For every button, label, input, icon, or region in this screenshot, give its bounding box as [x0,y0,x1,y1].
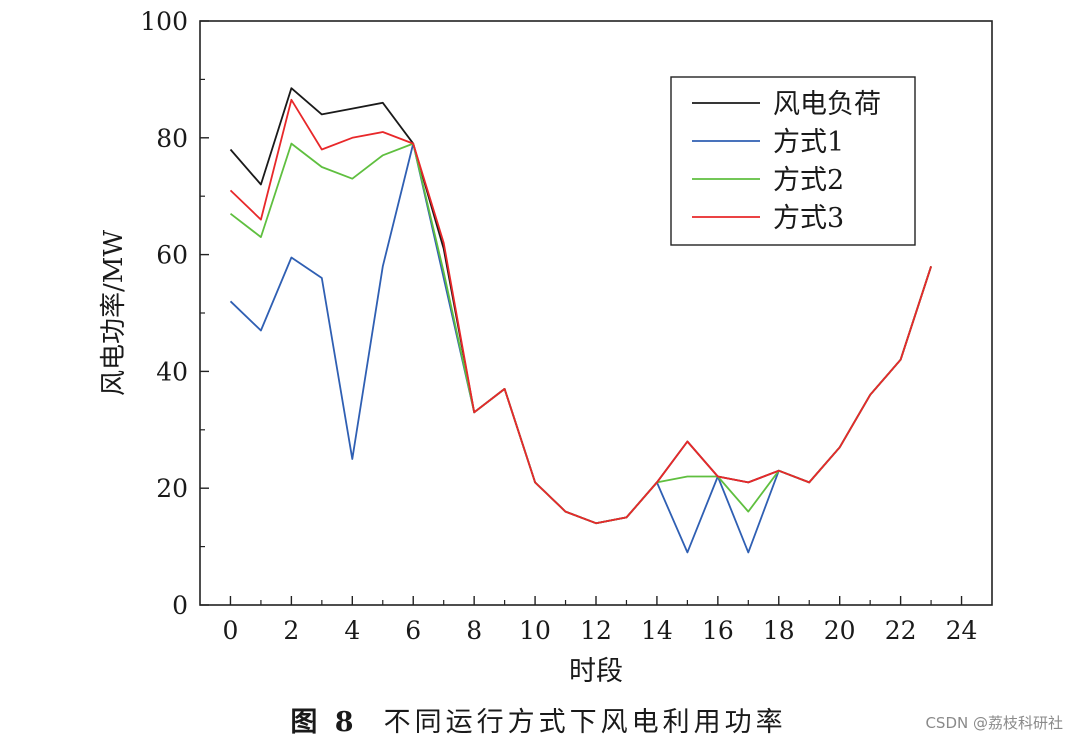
figure-number: 图 8 [290,707,358,738]
legend-label: 方式1 [773,127,844,158]
x-tick-label: 18 [763,616,795,645]
figure-caption-text: 不同运行方式下风电利用功率 [383,707,787,738]
y-tick-label: 40 [156,357,188,386]
legend-label: 方式3 [773,203,844,234]
watermark: CSDN @荔枝科研社 [925,714,1063,732]
x-tick-label: 12 [580,616,612,645]
x-tick-label: 0 [223,616,239,645]
y-tick-label: 0 [172,591,188,620]
legend-label: 风电负荷 [773,89,881,120]
series-lines [229,87,932,554]
x-tick-label: 2 [283,616,299,645]
x-tick-label: 16 [702,616,734,645]
y-tick-label: 20 [156,474,188,503]
x-tick-label: 24 [946,616,978,645]
figure-caption: 图 8 不同运行方式下风电利用功率 [0,700,1077,739]
x-tick-label: 22 [885,616,917,645]
series-line-4 [229,98,932,525]
y-tick-label: 60 [156,241,188,270]
y-axis-ticks: 0 20 40 60 80 100 [140,7,209,620]
x-tick-label: 4 [344,616,360,645]
legend-label: 方式2 [773,165,844,196]
y-tick-label: 100 [140,7,188,36]
x-tick-label: 14 [641,616,673,645]
x-axis-label: 时段 [569,656,623,687]
x-tick-label: 20 [824,616,856,645]
x-axis-ticks: 0 2 4 6 8 10 12 14 16 18 20 22 24 [223,596,978,645]
x-tick-label: 10 [519,616,551,645]
x-tick-label: 8 [466,616,482,645]
y-tick-label: 80 [156,124,188,153]
y-axis-label: 风电功率/MW [99,230,129,396]
x-tick-label: 6 [405,616,421,645]
